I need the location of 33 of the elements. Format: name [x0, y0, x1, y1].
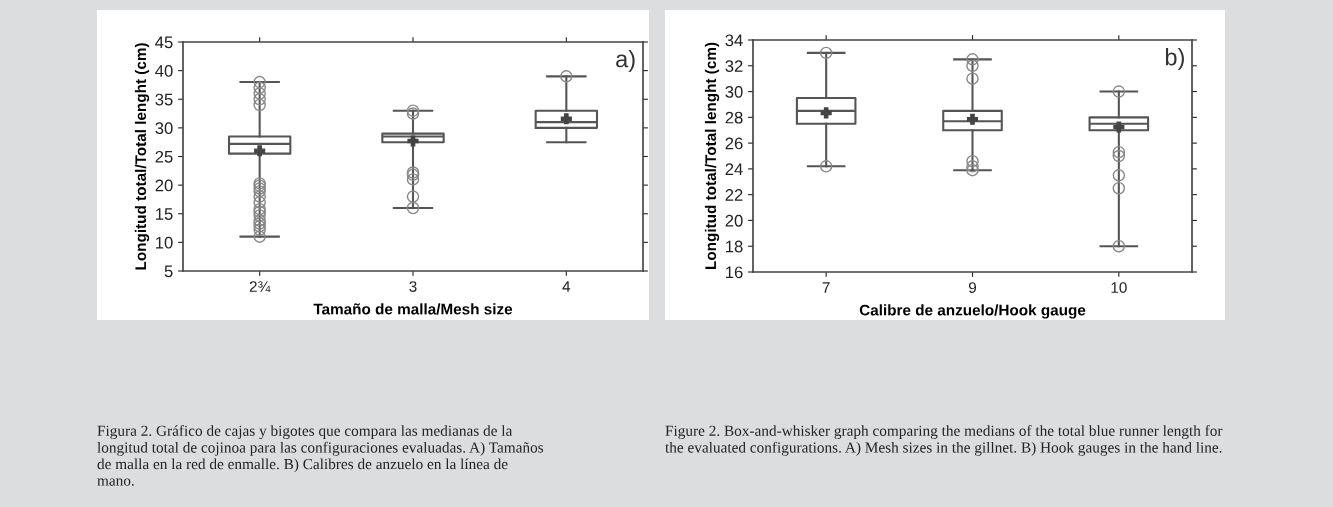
- x-tick-label: 3: [409, 281, 417, 292]
- annotation: b): [1165, 48, 1184, 71]
- x-tick-label: 2¾: [249, 281, 271, 292]
- y-tick-label: 45: [155, 36, 173, 49]
- x-tick-label: 7: [822, 282, 830, 293]
- y-tick-label: 35: [155, 93, 173, 106]
- y-tick-label: 16: [726, 266, 743, 279]
- caption: Figure 2. Box-and-whisker graph comparing the medians of the total blue runner length for the evaluated configurations. A) Mesh sizes in the gillnet. B) Hook gauges in the hand line.: [665, 425, 1223, 456]
- y-tick-label: 22: [725, 189, 743, 201]
- text: Figura 2. Gráfico de cajas y bigotes que compara las medianas de la longitud total de cojinoa para las configuraciones evaluadas. A) Tamaños de malla en la red de enmalle. B) Calibres de anzuelo en la línea de mano.: [97, 425, 544, 486]
- annotation: a): [616, 50, 635, 73]
- y-tick-label: 10: [156, 236, 173, 249]
- y-tick-label: 24: [725, 163, 743, 175]
- y-tick-label: 40: [155, 65, 173, 77]
- y-tick-label: 5: [164, 265, 173, 278]
- y-tick-label: 34: [725, 34, 743, 47]
- y-tick-label: 32: [725, 60, 743, 72]
- x-tick-label: 10: [1111, 282, 1127, 293]
- y-tick-label: 28: [725, 111, 743, 124]
- y-tick-label: 18: [726, 240, 743, 253]
- y-tick-label: 30: [725, 85, 743, 98]
- y-tick-label: 25: [155, 150, 173, 163]
- y-axis-title: Longitud total/Total lenght (cm): [134, 43, 150, 270]
- y-tick-label: 30: [155, 122, 173, 135]
- y-axis-title: Longitud total/Total lenght (cm): [704, 42, 720, 269]
- x-axis-title: Calibre de anzuelo/Hook gauge: [859, 304, 1086, 319]
- x-tick-label: 4: [562, 281, 571, 292]
- y-tick-label: 20: [155, 179, 173, 192]
- y-tick-label: 20: [725, 214, 743, 227]
- x-axis-title: Tamaño de malla/Mesh size: [313, 303, 513, 315]
- x-tick-label: 9: [968, 282, 977, 293]
- y-tick-label: 26: [725, 137, 743, 150]
- y-tick-label: 15: [156, 208, 173, 220]
